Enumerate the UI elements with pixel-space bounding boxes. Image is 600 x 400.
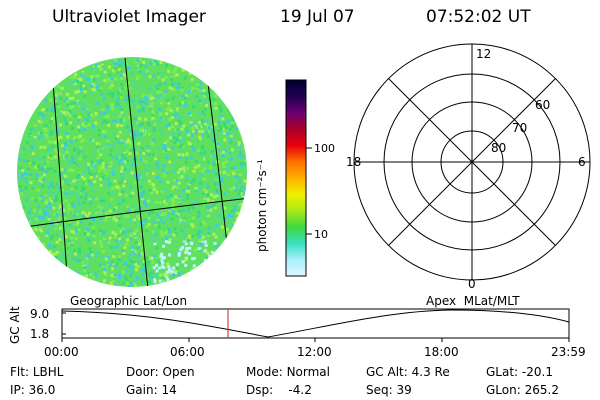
apex-title: Apex MLat/MLT [426,294,520,308]
colorbar [285,79,312,277]
colorbar-gradient [285,79,307,277]
x-tick-label-00: 00:00 [44,345,79,359]
status-glat: GLat: -20.1 [486,365,553,379]
x-tick-label-12: 12:00 [297,345,332,359]
status-ip: IP: 36.0 [10,383,56,397]
mlat-label-80: 80 [491,141,507,155]
colorbar-unit-label: photon cm⁻²s⁻¹ [255,159,269,252]
x-tick-label-18: 18:00 [424,345,459,359]
y-tick-label-9: 9.0 [30,307,50,321]
altitude-curve [61,309,570,338]
status-gc-alt: GC Alt: 4.3 Re [366,365,450,379]
y-axis-label: GC Alt [8,306,22,344]
mlt-label-18: 18 [346,155,362,169]
mlt-label-12: 12 [476,47,492,61]
x-tick-label-06: 06:00 [170,345,205,359]
mlat-label-60: 60 [535,98,551,112]
parallel-line-1 [17,197,247,229]
status-seq: Seq: 39 [366,383,412,397]
status-gain: Gain: 14 [126,383,177,397]
time-label: 07:52:02 UT [426,7,531,27]
status-mode: Mode: Normal [246,365,330,379]
altitude-panel [61,308,570,342]
y-tick-label-1-8: 1.8 [30,327,50,341]
colorbar-tick-label-10: 10 [314,228,328,241]
colorbar-tick-label-100: 100 [314,142,335,155]
mlt-label-0: 0 [468,277,476,291]
mlt-label-6: 6 [578,155,586,169]
meridian-line-1 [51,69,69,287]
date-label: 19 Jul 07 [280,7,355,27]
polar-plot [353,43,591,281]
instrument-title: Ultraviolet Imager [52,7,206,27]
x-tick-label-2359: 23:59 [551,345,586,359]
altitude-frame [61,308,570,339]
meridian-line-2 [124,57,149,287]
status-glon: GLon: 265.2 [486,383,559,397]
status-dsp: Dsp: -4.2 [246,383,312,397]
mlat-label-70: 70 [512,121,528,135]
disk-speckle [17,58,247,287]
status-door: Door: Open [126,365,195,379]
polar-diagonal-2 [388,78,556,246]
geographic-title: Geographic Lat/Lon [70,294,188,308]
uv-image-disk [17,57,247,287]
status-filter: Flt: LBHL [10,365,64,379]
